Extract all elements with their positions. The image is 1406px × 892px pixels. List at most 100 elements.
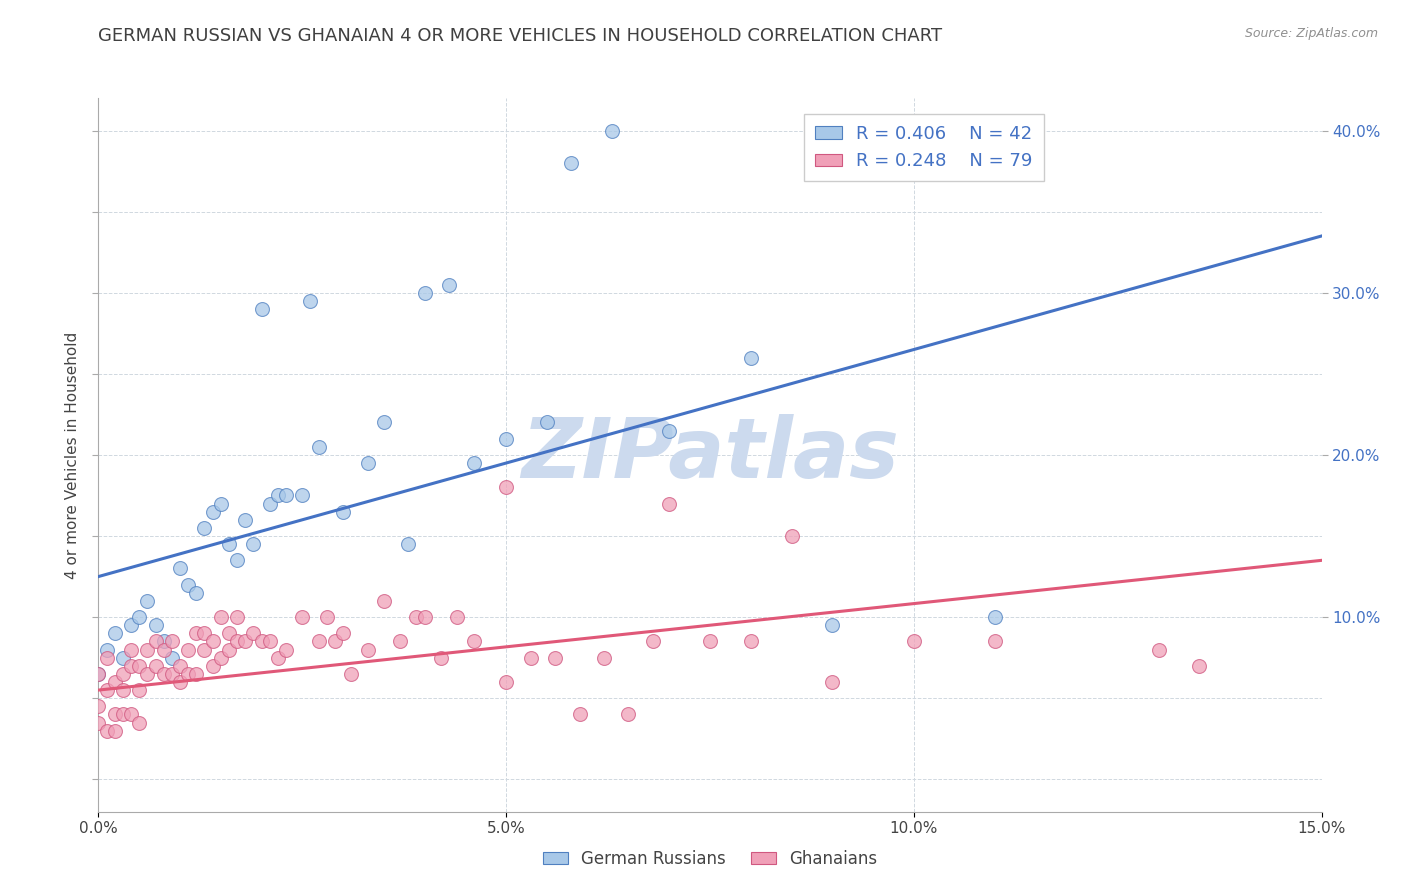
Point xyxy=(984,610,1007,624)
Point xyxy=(128,683,150,698)
Point xyxy=(177,666,200,681)
Point xyxy=(128,658,150,673)
Point xyxy=(111,666,134,681)
Point xyxy=(209,610,232,624)
Point xyxy=(169,675,191,690)
Point xyxy=(201,634,224,648)
Text: Source: ZipAtlas.com: Source: ZipAtlas.com xyxy=(1244,27,1378,40)
Point xyxy=(821,618,844,632)
Point xyxy=(96,642,118,657)
Point xyxy=(299,293,322,308)
Point xyxy=(519,650,541,665)
Point xyxy=(186,666,208,681)
Point xyxy=(152,634,174,648)
Point xyxy=(218,642,240,657)
Point xyxy=(259,634,281,648)
Point xyxy=(120,642,142,657)
Point xyxy=(600,123,623,137)
Point xyxy=(111,707,134,722)
Point xyxy=(740,634,762,648)
Point xyxy=(389,634,412,648)
Point xyxy=(186,626,208,640)
Point xyxy=(160,666,183,681)
Point xyxy=(226,610,249,624)
Point xyxy=(780,529,803,543)
Point xyxy=(560,156,582,170)
Point xyxy=(413,285,436,300)
Point xyxy=(87,666,110,681)
Point xyxy=(145,634,167,648)
Point xyxy=(267,488,290,502)
Point xyxy=(193,521,215,535)
Point xyxy=(658,424,681,438)
Point xyxy=(903,634,925,648)
Point xyxy=(291,488,314,502)
Point xyxy=(405,610,427,624)
Point xyxy=(699,634,721,648)
Point xyxy=(495,480,517,494)
Point xyxy=(120,618,142,632)
Point xyxy=(323,634,346,648)
Point xyxy=(104,626,127,640)
Point xyxy=(821,675,844,690)
Point xyxy=(169,658,191,673)
Point xyxy=(160,634,183,648)
Point xyxy=(152,642,174,657)
Point xyxy=(984,634,1007,648)
Point xyxy=(291,610,314,624)
Point xyxy=(201,505,224,519)
Point xyxy=(104,723,127,738)
Point xyxy=(201,658,224,673)
Point xyxy=(136,594,159,608)
Point xyxy=(617,707,640,722)
Point xyxy=(209,497,232,511)
Point xyxy=(193,642,215,657)
Point xyxy=(1147,642,1170,657)
Point xyxy=(96,723,118,738)
Point xyxy=(104,675,127,690)
Point xyxy=(136,642,159,657)
Point xyxy=(495,432,517,446)
Point xyxy=(250,634,273,648)
Point xyxy=(233,634,256,648)
Point xyxy=(120,658,142,673)
Point xyxy=(111,683,134,698)
Point xyxy=(740,351,762,365)
Point xyxy=(193,626,215,640)
Point xyxy=(356,456,378,470)
Point xyxy=(413,610,436,624)
Point xyxy=(274,642,297,657)
Point xyxy=(160,650,183,665)
Point xyxy=(373,594,395,608)
Point xyxy=(242,537,264,551)
Point xyxy=(308,634,330,648)
Point xyxy=(446,610,468,624)
Point xyxy=(430,650,453,665)
Point xyxy=(233,513,256,527)
Point xyxy=(96,683,118,698)
Point xyxy=(128,610,150,624)
Point xyxy=(332,505,354,519)
Point xyxy=(593,650,616,665)
Point xyxy=(87,699,110,714)
Point xyxy=(495,675,517,690)
Point xyxy=(169,561,191,575)
Point xyxy=(242,626,264,640)
Point xyxy=(145,658,167,673)
Point xyxy=(226,634,249,648)
Point xyxy=(96,650,118,665)
Point xyxy=(1188,658,1211,673)
Point xyxy=(250,301,273,316)
Point xyxy=(340,666,363,681)
Point xyxy=(218,626,240,640)
Point xyxy=(568,707,591,722)
Point xyxy=(641,634,664,648)
Point xyxy=(332,626,354,640)
Point xyxy=(87,715,110,730)
Point xyxy=(111,650,134,665)
Point xyxy=(544,650,567,665)
Point xyxy=(396,537,419,551)
Point xyxy=(536,416,558,430)
Y-axis label: 4 or more Vehicles in Household: 4 or more Vehicles in Household xyxy=(65,331,80,579)
Point xyxy=(120,707,142,722)
